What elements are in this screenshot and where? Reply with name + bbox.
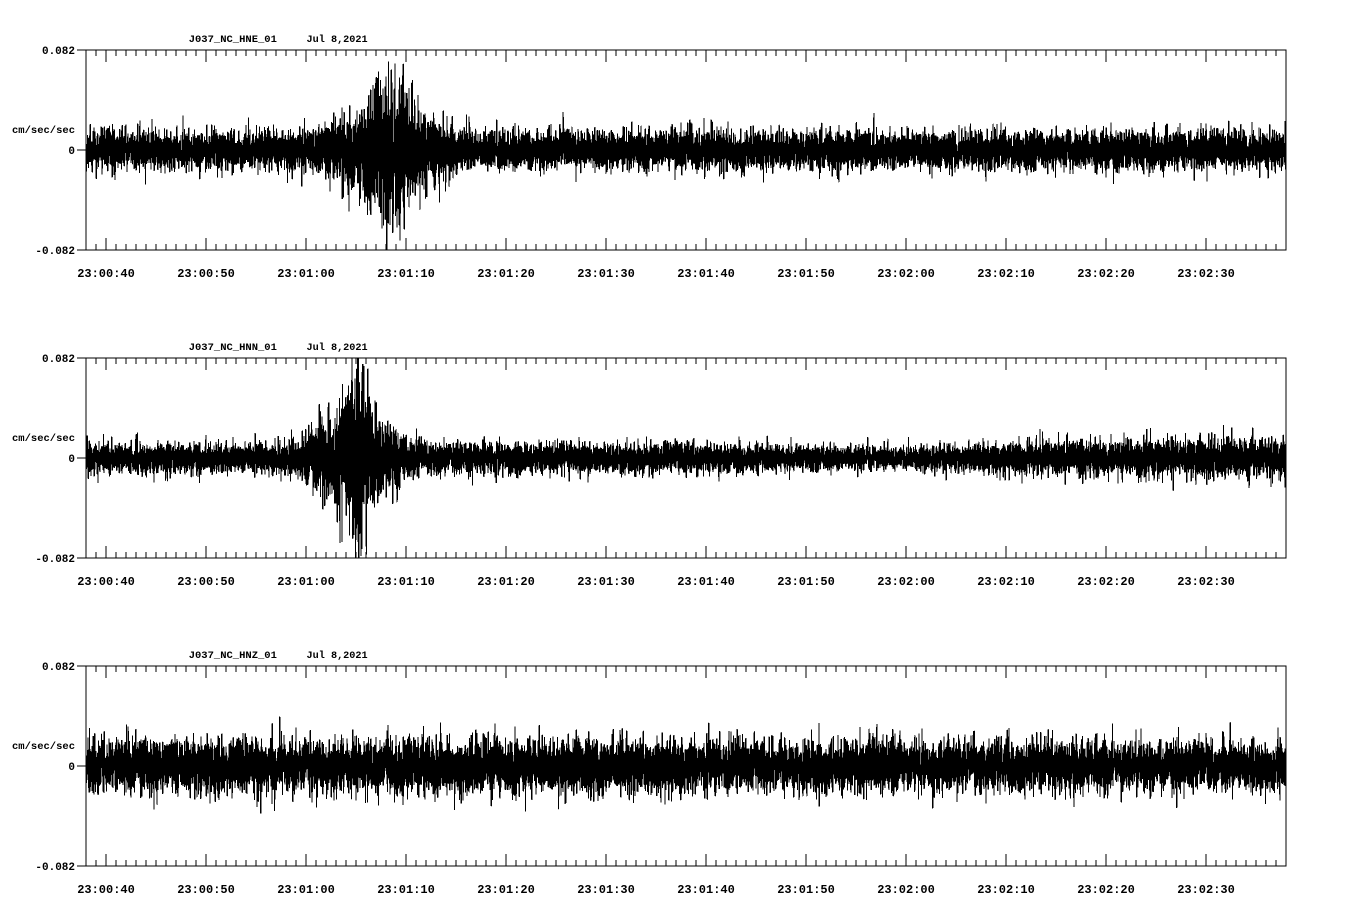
svg-text:23:02:00: 23:02:00 [877,883,935,897]
svg-text:23:00:40: 23:00:40 [77,267,135,281]
svg-text:23:02:20: 23:02:20 [1077,575,1135,589]
svg-text:23:01:10: 23:01:10 [377,575,435,589]
svg-text:23:01:00: 23:01:00 [277,267,335,281]
svg-text:23:01:00: 23:01:00 [277,883,335,897]
svg-text:23:01:10: 23:01:10 [377,267,435,281]
svg-text:Jul 8,2021: Jul 8,2021 [307,342,368,354]
svg-text:23:02:20: 23:02:20 [1077,267,1135,281]
svg-text:23:01:00: 23:01:00 [277,575,335,589]
svg-text:23:02:10: 23:02:10 [977,883,1035,897]
svg-text:23:01:50: 23:01:50 [777,267,835,281]
svg-text:Jul 8,2021: Jul 8,2021 [307,650,368,662]
svg-text:23:01:20: 23:01:20 [477,267,535,281]
svg-text:23:01:40: 23:01:40 [677,575,735,589]
svg-text:23:00:50: 23:00:50 [177,883,235,897]
svg-text:cm/sec/sec: cm/sec/sec [12,741,75,753]
svg-text:23:02:20: 23:02:20 [1077,883,1135,897]
svg-text:23:01:50: 23:01:50 [777,883,835,897]
svg-text:23:01:10: 23:01:10 [377,883,435,897]
svg-text:23:02:30: 23:02:30 [1177,267,1235,281]
svg-text:-0.082: -0.082 [35,862,75,874]
svg-text:23:02:00: 23:02:00 [877,575,935,589]
svg-text:23:02:10: 23:02:10 [977,575,1035,589]
svg-text:23:02:30: 23:02:30 [1177,575,1235,589]
svg-text:cm/sec/sec: cm/sec/sec [12,433,75,445]
svg-text:23:00:40: 23:00:40 [77,883,135,897]
svg-text:23:01:40: 23:01:40 [677,883,735,897]
svg-text:23:01:30: 23:01:30 [577,267,635,281]
svg-text:-0.082: -0.082 [35,554,75,566]
svg-text:J037_NC_HNN_01: J037_NC_HNN_01 [189,342,277,354]
svg-text:23:00:50: 23:00:50 [177,267,235,281]
svg-text:J037_NC_HNE_01: J037_NC_HNE_01 [189,34,277,46]
svg-text:0.082: 0.082 [42,354,75,366]
svg-text:0.082: 0.082 [42,662,75,674]
svg-text:0: 0 [68,454,75,466]
svg-text:0: 0 [68,762,75,774]
svg-text:23:01:30: 23:01:30 [577,575,635,589]
svg-text:23:02:00: 23:02:00 [877,267,935,281]
svg-text:23:02:30: 23:02:30 [1177,883,1235,897]
svg-text:23:01:30: 23:01:30 [577,883,635,897]
svg-text:23:02:10: 23:02:10 [977,267,1035,281]
svg-text:23:01:40: 23:01:40 [677,267,735,281]
svg-text:23:00:50: 23:00:50 [177,575,235,589]
svg-text:-0.082: -0.082 [35,246,75,258]
svg-text:23:01:20: 23:01:20 [477,883,535,897]
svg-text:Jul 8,2021: Jul 8,2021 [307,34,368,46]
svg-text:0: 0 [68,146,75,158]
svg-text:23:01:50: 23:01:50 [777,575,835,589]
svg-text:23:01:20: 23:01:20 [477,575,535,589]
svg-text:0.082: 0.082 [42,46,75,58]
svg-text:J037_NC_HNZ_01: J037_NC_HNZ_01 [189,650,277,662]
svg-text:23:00:40: 23:00:40 [77,575,135,589]
svg-text:cm/sec/sec: cm/sec/sec [12,125,75,137]
